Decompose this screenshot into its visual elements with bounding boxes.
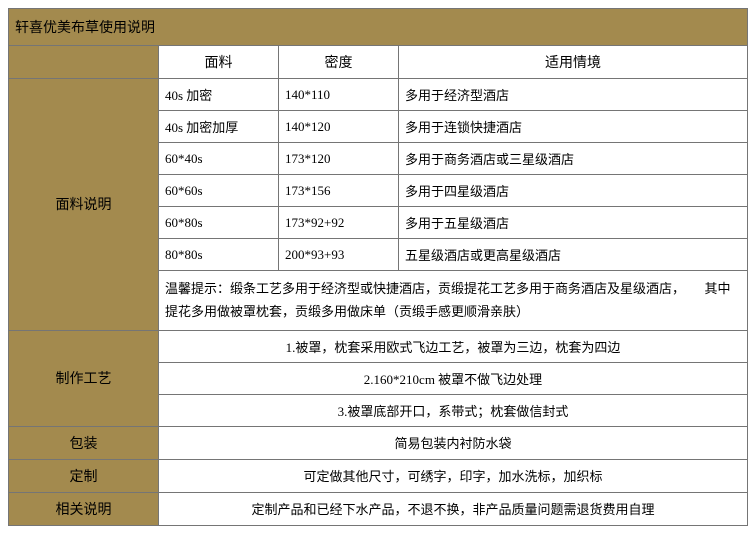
fabric-cell: 80*80s [159,239,279,271]
col-fabric: 面料 [159,46,279,79]
col-usage: 适用情境 [399,46,748,79]
col-density: 密度 [279,46,399,79]
notes-value: 定制产品和已经下水产品，不退不换，非产品质量问题需退货费用自理 [159,492,748,525]
usage-cell: 多用于四星级酒店 [399,175,748,207]
packaging-label: 包装 [9,426,159,459]
fabric-cell: 60*80s [159,207,279,239]
page-title: 轩喜优美布草使用说明 [9,9,748,46]
usage-cell: 多用于连锁快捷酒店 [399,111,748,143]
custom-label: 定制 [9,459,159,492]
usage-cell: 五星级酒店或更高星级酒店 [399,239,748,271]
packaging-value: 简易包装内衬防水袋 [159,426,748,459]
custom-value: 可定做其他尺寸，可绣字，印字，加水洗标，加织标 [159,459,748,492]
density-cell: 173*120 [279,143,399,175]
fabric-row: 面料说明 40s 加密 140*110 多用于经济型酒店 [9,79,748,111]
packaging-row: 包装 简易包装内衬防水袋 [9,426,748,459]
usage-cell: 多用于商务酒店或三星级酒店 [399,143,748,175]
fabric-cell: 40s 加密加厚 [159,111,279,143]
notes-row: 相关说明 定制产品和已经下水产品，不退不换，非产品质量问题需退货费用自理 [9,492,748,525]
usage-cell: 多用于经济型酒店 [399,79,748,111]
density-cell: 140*120 [279,111,399,143]
column-header-row: 面料 密度 适用情境 [9,46,748,79]
craft-row: 制作工艺 1.被罩，枕套采用欧式飞边工艺，被罩为三边，枕套为四边 [9,330,748,362]
notes-label: 相关说明 [9,492,159,525]
density-cell: 140*110 [279,79,399,111]
fabric-cell: 60*40s [159,143,279,175]
usage-cell: 多用于五星级酒店 [399,207,748,239]
custom-row: 定制 可定做其他尺寸，可绣字，印字，加水洗标，加织标 [9,459,748,492]
craft-line: 3.被罩底部开口，系带式；枕套做信封式 [159,394,748,426]
craft-line: 1.被罩，枕套采用欧式飞边工艺，被罩为三边，枕套为四边 [159,330,748,362]
density-cell: 173*92+92 [279,207,399,239]
blank-row-head [9,46,159,79]
fabric-cell: 60*60s [159,175,279,207]
fabric-section-label: 面料说明 [9,79,159,331]
density-cell: 173*156 [279,175,399,207]
craft-section-label: 制作工艺 [9,330,159,426]
density-cell: 200*93+93 [279,239,399,271]
title-row: 轩喜优美布草使用说明 [9,9,748,46]
fabric-cell: 40s 加密 [159,79,279,111]
spec-table: 轩喜优美布草使用说明 面料 密度 适用情境 面料说明 40s 加密 140*11… [8,8,748,526]
fabric-tip: 温馨提示：缎条工艺多用于经济型或快捷酒店，贡缎提花工艺多用于商务酒店及星级酒店，… [159,271,748,331]
craft-line: 2.160*210cm 被罩不做飞边处理 [159,362,748,394]
